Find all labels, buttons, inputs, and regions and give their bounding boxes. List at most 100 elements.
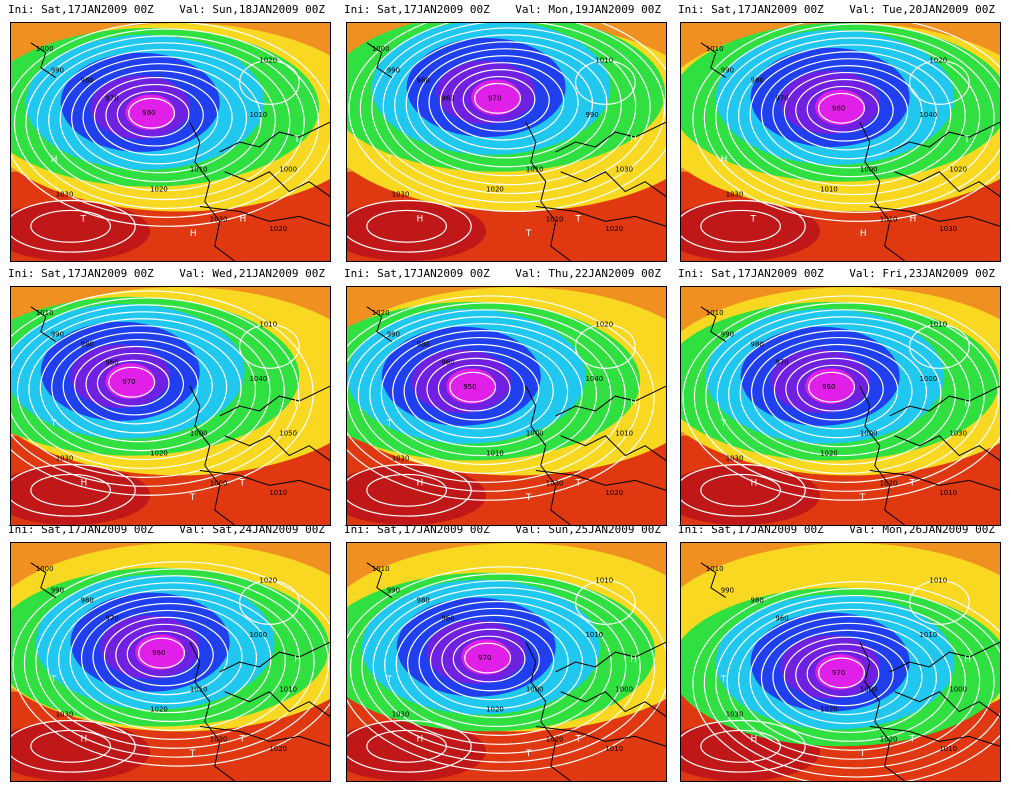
isobar-label: 980: [751, 77, 764, 85]
isobar-label: 980: [417, 341, 430, 349]
panel-header: Ini: Sat,17JAN2009 00Z Val: Sun,25JAN2009…: [336, 520, 669, 540]
low-pressure-marker: T: [720, 675, 727, 685]
isobar-label: 1000: [526, 686, 544, 694]
init-time-label: Ini: Sat,17JAN2009 00Z: [8, 523, 154, 536]
isobar-label: 1020: [595, 321, 613, 329]
isobar-label: 1030: [546, 479, 564, 487]
pressure-centres: H T H T H: [51, 135, 300, 239]
color-field: [11, 23, 330, 261]
isobar-label: 1030: [210, 215, 228, 223]
low-pressure-marker: T: [720, 419, 727, 429]
isobar-label: 1000: [526, 430, 544, 438]
panel-header: Ini: Sat,17JAN2009 00Z Val: Mon,19JAN2009…: [336, 0, 669, 20]
map-canvas: 1010 990 980 970 1000 1020 1030 1010 1000 1030 102…: [681, 287, 1000, 525]
isobar-label: 1010: [259, 321, 277, 329]
isobar-label: 1030: [56, 711, 74, 719]
map-canvas: 1010 990 980 960 1000 1020 1030 1010 1010 1000 102…: [347, 543, 666, 781]
isobar-label: 1010: [706, 45, 724, 53]
pressure-labels: 1010 990 980 970 1000 1010 1030 1020 1040 1020 101…: [706, 45, 967, 233]
isobar-label: 1000: [920, 375, 938, 383]
low-pressure-marker: T: [50, 419, 57, 429]
low-pressure-marker: T: [386, 419, 393, 429]
isobars: [347, 23, 666, 253]
pressure-map: 1000 990 980 970 1010 1020 1030 1020 1000 1010 103…: [10, 542, 331, 782]
isobar-label: 970: [105, 614, 118, 622]
pressure-map: 1000 990 980 960 1010 1020 1030 1010 990 1030 1010…: [346, 22, 667, 262]
high-pressure-marker: H: [417, 478, 424, 488]
isobar-label: 1040: [920, 111, 938, 119]
isobar-label: 1030: [392, 455, 410, 463]
isobar-label: 1000: [949, 686, 967, 694]
isobar-label: 980: [751, 341, 764, 349]
pressure-map: 1010 990 980 970 1000 1020 1030 1010 1000 1030 102…: [680, 286, 1001, 526]
isobar-label: 1010: [615, 430, 633, 438]
low-pressure-marker: T: [239, 478, 246, 488]
pressure-centres: T H T H T: [50, 399, 301, 503]
high-pressure-marker: H: [910, 214, 917, 224]
isobar-label: 1010: [595, 577, 613, 585]
low-centre-label: 960: [832, 104, 845, 112]
init-time-label: Ini: Sat,17JAN2009 00Z: [678, 3, 824, 16]
high-pressure-marker: H: [81, 478, 88, 488]
coastlines: [366, 562, 666, 781]
isobar-label: 1010: [929, 577, 947, 585]
isobar-label: 1000: [279, 166, 297, 174]
isobar-label: 1000: [372, 45, 390, 53]
forecast-panel: Ini: Sat,17JAN2009 00Z Val: Mon,26JAN2009…: [670, 520, 1003, 783]
isobar-label: 1030: [56, 455, 74, 463]
high-pressure-marker: H: [294, 655, 301, 665]
isobar-label: 970: [775, 94, 788, 102]
init-time-label: Ini: Sat,17JAN2009 00Z: [678, 267, 824, 280]
isobar-label: 1020: [546, 735, 564, 743]
init-time-label: Ini: Sat,17JAN2009 00Z: [344, 267, 490, 280]
valid-time-label: Val: Sun,18JAN2009 00Z: [179, 3, 325, 16]
low-pressure-marker: T: [239, 734, 246, 744]
panel-header: Ini: Sat,17JAN2009 00Z Val: Sat,24JAN2009…: [0, 520, 333, 540]
low-centre-label: 970: [478, 654, 491, 662]
isobar-label: 1030: [392, 711, 410, 719]
high-pressure-marker: H: [860, 229, 867, 239]
isobar-label: 1010: [880, 215, 898, 223]
low-pressure-marker: T: [525, 493, 532, 503]
pressure-centres: T H T H T: [720, 655, 971, 759]
map-canvas: 1010 990 980 960 1000 1020 1030 1010 1010 1000 102…: [681, 543, 1000, 781]
isobars: [11, 290, 314, 517]
isobar-label: 980: [81, 597, 94, 605]
isobar-label: 1010: [190, 166, 208, 174]
isobars: [681, 23, 1000, 253]
coastlines: [366, 306, 666, 525]
pressure-labels: 1010 990 980 960 1000 1020 1030 1010 1010 1000 102…: [372, 565, 633, 753]
isobar-label: 1030: [939, 225, 957, 233]
coastlines: [700, 306, 1000, 525]
high-pressure-marker: H: [964, 655, 971, 665]
isobar-label: 960: [441, 358, 454, 366]
low-centre-label: 970: [832, 669, 845, 677]
low-pressure-marker: T: [525, 229, 532, 239]
low-centre-label: 970: [488, 94, 501, 102]
coastlines: [700, 42, 1000, 261]
isobar-label: 960: [441, 614, 454, 622]
pressure-labels: 1010 990 980 960 1000 1020 1030 1010 1010 1000 102…: [706, 565, 967, 753]
pressure-map: 1010 990 980 960 1000 1020 1030 1010 1010 1000 102…: [680, 542, 1001, 782]
low-pressure-marker: T: [909, 478, 916, 488]
init-time-label: Ini: Sat,17JAN2009 00Z: [8, 3, 154, 16]
isobar-label: 1020: [372, 309, 390, 317]
high-pressure-marker: H: [294, 399, 301, 409]
isobar-label: 1000: [860, 166, 878, 174]
panel-header: Ini: Sat,17JAN2009 00Z Val: Mon,26JAN2009…: [670, 520, 1003, 540]
isobar-label: 1020: [880, 479, 898, 487]
isobar-label: 1000: [860, 430, 878, 438]
pressure-map: 1000 990 980 970 1010 1020 1030 1020 1010 1000 103…: [10, 22, 331, 262]
valid-time-label: Val: Mon,26JAN2009 00Z: [849, 523, 995, 536]
high-pressure-marker: H: [417, 214, 424, 224]
coastlines: [700, 562, 1000, 781]
isobar-label: 990: [387, 67, 400, 75]
low-centre-label: 960: [152, 649, 165, 657]
isobar-label: 1000: [615, 686, 633, 694]
isobar-label: 1010: [36, 309, 54, 317]
isobar-label: 1000: [250, 631, 268, 639]
forecast-panel: Ini: Sat,17JAN2009 00Z Val: Thu,22JAN2009…: [336, 264, 669, 527]
forecast-panel: Ini: Sat,17JAN2009 00Z Val: Sun,25JAN2009…: [336, 520, 669, 783]
isobars: [347, 566, 666, 773]
isobars: [11, 561, 330, 773]
